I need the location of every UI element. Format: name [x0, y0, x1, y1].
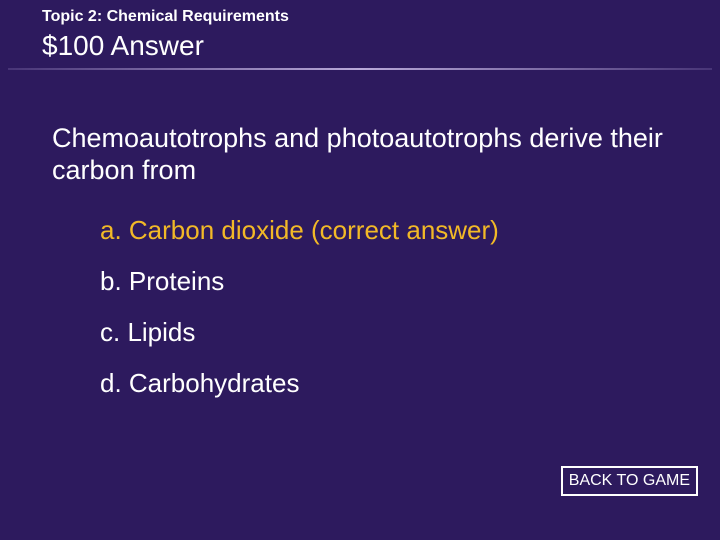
body: Chemoautotrophs and photoautotrophs deri… [0, 70, 720, 399]
answer-b: b. Proteins [100, 266, 672, 297]
answer-d: d. Carbohydrates [100, 368, 672, 399]
topic-line: Topic 2: Chemical Requirements [0, 8, 720, 30]
answers-list: a. Carbon dioxide (correct answer) b. Pr… [52, 215, 672, 399]
slide: Topic 2: Chemical Requirements $100 Answ… [0, 0, 720, 540]
back-to-game-button[interactable]: BACK TO GAME [561, 466, 698, 496]
question-text: Chemoautotrophs and photoautotrophs deri… [52, 122, 672, 187]
title-line: $100 Answer [0, 30, 720, 68]
answer-c: c. Lipids [100, 317, 672, 348]
answer-a: a. Carbon dioxide (correct answer) [100, 215, 672, 246]
header: Topic 2: Chemical Requirements $100 Answ… [0, 0, 720, 70]
